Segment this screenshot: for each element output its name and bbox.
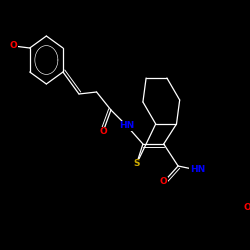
Text: O: O <box>10 42 18 50</box>
Text: HN: HN <box>119 122 134 130</box>
Text: O: O <box>99 128 107 136</box>
Text: HN: HN <box>190 166 205 174</box>
Text: O: O <box>244 203 250 212</box>
Text: S: S <box>133 160 140 168</box>
Text: O: O <box>160 178 168 186</box>
